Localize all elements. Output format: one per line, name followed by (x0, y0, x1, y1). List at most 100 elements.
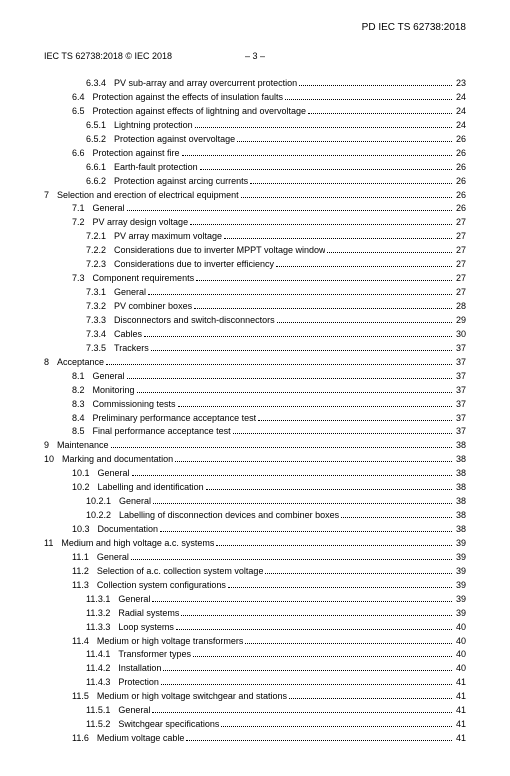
toc-leader-dots (200, 169, 452, 170)
toc-leader-dots (127, 378, 452, 379)
toc-entry-number: 7.2.3 (86, 258, 114, 272)
toc-entry: 6.5Protection against effects of lightni… (44, 105, 466, 119)
toc-entry-page: 39 (454, 593, 466, 607)
toc-leader-dots (224, 238, 452, 239)
toc-leader-dots (308, 113, 452, 114)
toc-entry-page: 27 (454, 272, 466, 286)
toc-entry-page: 41 (454, 732, 466, 746)
toc-entry-page: 37 (454, 425, 466, 439)
toc-entry-page: 38 (454, 467, 466, 481)
toc-entry: 11.4.3Protection41 (44, 676, 466, 690)
toc-leader-dots (151, 350, 452, 351)
toc-entry-page: 38 (454, 439, 466, 453)
toc-entry: 7.3.4Cables30 (44, 328, 466, 342)
toc-entry-title: Labelling and identification (98, 481, 204, 495)
toc-entry: 11.1General39 (44, 551, 466, 565)
toc-entry: 11.4.1Transformer types40 (44, 648, 466, 662)
toc-entry-title: Medium or high voltage switchgear and st… (97, 690, 287, 704)
toc-entry-number: 6.6.1 (86, 161, 114, 175)
toc-entry-number: 11.5.2 (86, 718, 118, 732)
toc-entry-number: 11.3 (72, 579, 97, 593)
toc-entry-title: Loop systems (118, 621, 174, 635)
toc-entry: 9Maintenance38 (44, 439, 466, 453)
toc-leader-dots (341, 517, 452, 518)
toc-entry: 6.5.1Lightning protection24 (44, 119, 466, 133)
toc-entry-number: 8.5 (72, 425, 93, 439)
toc-entry-title: Protection against fire (93, 147, 180, 161)
toc-entry-title: Protection against arcing currents (114, 175, 248, 189)
toc-leader-dots (148, 294, 452, 295)
toc-entry-title: General (97, 551, 129, 565)
toc-entry-title: Acceptance (57, 356, 104, 370)
toc-entry-page: 24 (454, 91, 466, 105)
toc-entry-number: 11.4.2 (86, 662, 118, 676)
toc-entry-number: 7 (44, 189, 57, 203)
toc-entry-page: 27 (454, 286, 466, 300)
toc-entry-title: Commissioning tests (93, 398, 176, 412)
toc-entry: 10.2.2Labelling of disconnection devices… (44, 509, 466, 523)
toc-entry-page: 37 (454, 398, 466, 412)
toc-leader-dots (137, 392, 452, 393)
toc-entry-number: 9 (44, 439, 57, 453)
toc-entry-page: 38 (454, 453, 466, 467)
toc-entry: 11.3Collection system configurations39 (44, 579, 466, 593)
table-of-contents: 6.3.4PV sub-array and array overcurrent … (44, 77, 466, 746)
toc-entry: 8.2Monitoring37 (44, 384, 466, 398)
toc-entry: 10.3Documentation 38 (44, 523, 466, 537)
toc-entry-number: 11.2 (72, 565, 97, 579)
toc-entry-number: 11.6 (72, 732, 97, 746)
toc-entry-number: 7.3.1 (86, 286, 114, 300)
toc-leader-dots (111, 447, 452, 448)
toc-entry-page: 37 (454, 356, 466, 370)
toc-entry-number: 11.4 (72, 635, 97, 649)
toc-entry: 6.6.1Earth-fault protection26 (44, 161, 466, 175)
toc-entry: 7.2.3Considerations due to inverter effi… (44, 258, 466, 272)
toc-entry-page: 28 (454, 300, 466, 314)
toc-entry: 11.3.1General39 (44, 593, 466, 607)
toc-entry-number: 7.2 (72, 216, 93, 230)
toc-entry: 11.5Medium or high voltage switchgear an… (44, 690, 466, 704)
toc-entry-title: Final performance acceptance test (93, 425, 231, 439)
toc-entry-page: 37 (454, 370, 466, 384)
toc-entry-page: 41 (454, 718, 466, 732)
toc-entry-number: 10.2 (72, 481, 98, 495)
toc-entry-title: Preliminary performance acceptance test (93, 412, 257, 426)
toc-leader-dots (245, 643, 452, 644)
toc-entry-page: 38 (454, 523, 466, 537)
toc-entry: 11.3.2Radial systems39 (44, 607, 466, 621)
toc-entry: 10.2.1General38 (44, 495, 466, 509)
toc-leader-dots (250, 183, 452, 184)
toc-entry-title: Trackers (114, 342, 149, 356)
toc-entry-number: 7.3.2 (86, 300, 114, 314)
toc-entry-number: 6.4 (72, 91, 93, 105)
toc-entry-title: Component requirements (93, 272, 195, 286)
toc-leader-dots (132, 475, 452, 476)
toc-entry-number: 10.3 (72, 523, 98, 537)
toc-entry-number: 11 (44, 537, 61, 551)
toc-entry-title: Protection (118, 676, 159, 690)
toc-leader-dots (106, 364, 452, 365)
toc-entry: 7.3.5Trackers37 (44, 342, 466, 356)
toc-entry: 8Acceptance 37 (44, 356, 466, 370)
toc-entry-number: 7.2.2 (86, 244, 114, 258)
toc-entry-number: 8 (44, 356, 57, 370)
toc-entry: 6.6.2Protection against arcing currents2… (44, 175, 466, 189)
toc-entry-title: General (118, 593, 150, 607)
toc-entry-page: 26 (454, 161, 466, 175)
toc-entry-title: Documentation (98, 523, 159, 537)
toc-entry-number: 7.3.5 (86, 342, 114, 356)
toc-entry-title: General (114, 286, 146, 300)
toc-entry-page: 40 (454, 635, 466, 649)
toc-entry: 7.3Component requirements27 (44, 272, 466, 286)
toc-leader-dots (233, 433, 452, 434)
toc-entry-page: 24 (454, 105, 466, 119)
toc-entry-page: 30 (454, 328, 466, 342)
toc-entry-page: 27 (454, 244, 466, 258)
toc-entry-number: 11.4.3 (86, 676, 118, 690)
toc-entry: 7.2PV array design voltage27 (44, 216, 466, 230)
toc-entry-number: 7.2.1 (86, 230, 114, 244)
toc-entry: 11.5.2Switchgear specifications41 (44, 718, 466, 732)
toc-entry-page: 41 (454, 704, 466, 718)
toc-entry: 7.2.1PV array maximum voltage27 (44, 230, 466, 244)
toc-leader-dots (181, 615, 452, 616)
